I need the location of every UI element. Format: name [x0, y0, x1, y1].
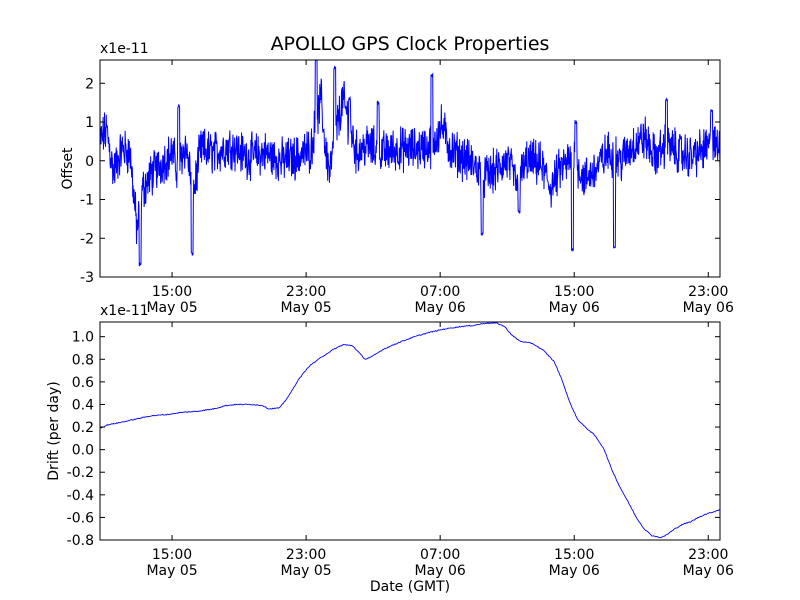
x-tick-label-date: May 06 [683, 300, 734, 316]
x-tick-label-time: 07:00 [420, 547, 460, 563]
y-tick-label: -2 [80, 231, 94, 247]
y-tick-label: 0.4 [72, 397, 94, 413]
x-tick-label-date: May 06 [415, 300, 466, 316]
y-tick-label: -1 [80, 193, 94, 209]
y-tick-label: -0.4 [67, 488, 94, 504]
chart-title: APOLLO GPS Clock Properties [271, 33, 550, 55]
y-scale-multiplier: x1e-11 [100, 303, 149, 319]
drift-series-line [100, 322, 720, 539]
x-tick-label-time: 15:00 [554, 284, 594, 300]
y-tick-label: -0.8 [67, 533, 94, 549]
x-axis-label: Date (GMT) [370, 579, 450, 595]
y-tick-label: 0.0 [72, 443, 94, 459]
x-tick-label-date: May 05 [146, 300, 197, 316]
x-tick-label-time: 15:00 [554, 547, 594, 563]
x-tick-label-time: 07:00 [420, 284, 460, 300]
offset-series-line [100, 60, 720, 267]
y-tick-label: 1.0 [72, 330, 94, 346]
y-tick-label: 2 [85, 76, 94, 92]
y-axis-label: Offset [60, 147, 76, 190]
y-tick-label: -0.2 [67, 465, 94, 481]
y-tick-label: 0.8 [72, 352, 94, 368]
y-scale-multiplier: x1e-11 [100, 41, 149, 57]
y-tick-label: -3 [80, 270, 94, 286]
x-tick-label-time: 23:00 [286, 284, 326, 300]
x-tick-label-time: 15:00 [152, 284, 192, 300]
plot-frame [99, 59, 721, 278]
plot-frame [99, 321, 721, 541]
panel-drift: -0.8-0.6-0.4-0.20.00.20.40.60.81.015:00M… [46, 303, 734, 579]
y-axis-label: Drift (per day) [46, 381, 62, 480]
x-tick-label-time: 23:00 [688, 284, 728, 300]
y-tick-label: 0 [85, 154, 94, 170]
x-tick-label-date: May 06 [683, 563, 734, 579]
x-tick-label-date: May 06 [549, 300, 600, 316]
y-tick-label: -0.6 [67, 510, 94, 526]
y-tick-label: 0.2 [72, 420, 94, 436]
x-tick-label-date: May 05 [280, 563, 331, 579]
x-tick-label-date: May 06 [549, 563, 600, 579]
x-tick-label-date: May 05 [146, 563, 197, 579]
x-tick-label-date: May 05 [280, 300, 331, 316]
y-tick-label: 1 [85, 115, 94, 131]
x-tick-label-time: 15:00 [152, 547, 192, 563]
x-tick-label-date: May 06 [415, 563, 466, 579]
x-tick-label-time: 23:00 [688, 547, 728, 563]
x-tick-label-time: 23:00 [286, 547, 326, 563]
y-tick-label: 0.6 [72, 375, 94, 391]
